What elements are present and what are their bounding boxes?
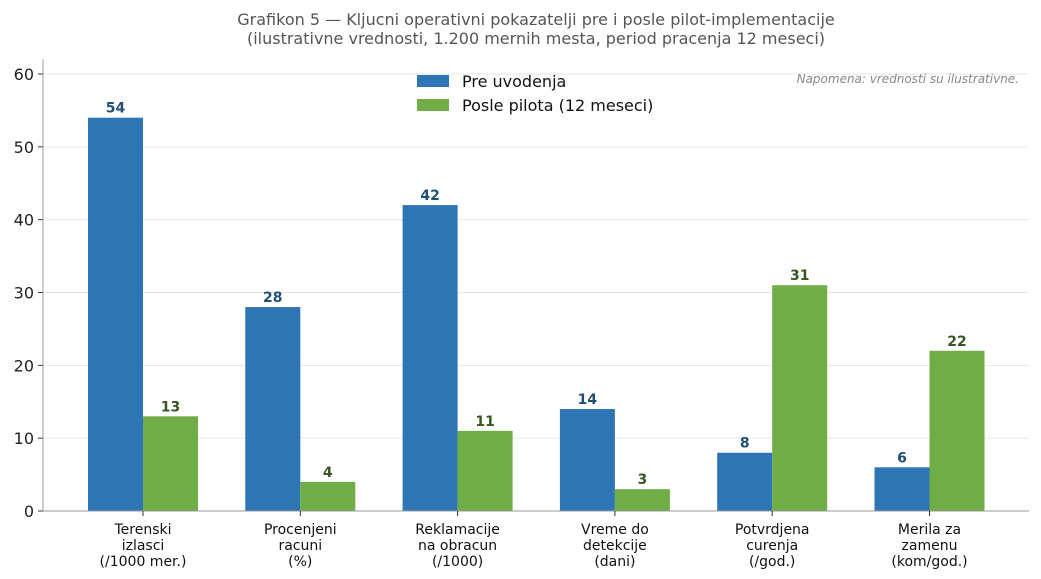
data-label: 13 xyxy=(161,399,180,415)
data-label: 31 xyxy=(790,268,809,284)
y-tick-label: 60 xyxy=(14,65,34,84)
legend-swatch xyxy=(417,75,449,87)
y-tick-label: 50 xyxy=(14,138,34,157)
legend: Pre uvodenja Posle pilota (12 meseci) xyxy=(417,72,653,115)
data-label: 54 xyxy=(106,101,126,117)
bar xyxy=(614,489,670,511)
bar xyxy=(457,430,513,511)
y-tick-label: 0 xyxy=(24,502,34,521)
bar xyxy=(717,452,773,511)
bar xyxy=(559,409,615,511)
y-tick-label: 20 xyxy=(14,356,34,375)
x-tick-label: zamenu xyxy=(902,538,958,554)
bar xyxy=(245,307,301,511)
data-label: 22 xyxy=(947,334,966,350)
x-tick-label: na obracun xyxy=(418,538,497,554)
x-tick-label: Procenjeni xyxy=(264,522,337,538)
legend-label: Posle pilota (12 meseci) xyxy=(462,96,653,115)
x-tick-label: (%) xyxy=(288,554,312,570)
bar xyxy=(772,285,828,511)
chart-annotation: Napomena: vrednosti su ilustrativne. xyxy=(797,72,1019,86)
y-tick-label: 30 xyxy=(14,284,34,303)
data-label: 42 xyxy=(420,188,439,204)
chart-subtitle: (ilustrativne vrednosti, 1.200 mernih me… xyxy=(247,29,825,48)
data-label: 14 xyxy=(578,392,598,408)
x-tick-label: Reklamacije xyxy=(415,522,500,538)
x-tick-label: Potvrdjena xyxy=(735,522,810,538)
data-label: 6 xyxy=(897,450,907,466)
chart-title: Grafikon 5 — Kljucni operativni pokazate… xyxy=(237,10,834,29)
x-tick-label: curenja xyxy=(746,538,798,554)
data-label: 4 xyxy=(323,465,333,481)
legend-swatch xyxy=(417,99,449,111)
x-tick-label: (kom/god.) xyxy=(891,554,967,570)
x-tick-label: Vreme do xyxy=(581,522,649,538)
bar xyxy=(929,350,985,511)
x-tick-label: racuni xyxy=(278,538,322,554)
x-tick-label: detekcije xyxy=(583,538,647,554)
bar xyxy=(143,416,198,511)
x-tick-label: izlasci xyxy=(122,538,165,554)
x-tick-label: (/god.) xyxy=(749,554,795,570)
y-tick-label: 40 xyxy=(14,211,34,230)
bar xyxy=(402,205,458,511)
data-label: 28 xyxy=(263,290,282,306)
bar xyxy=(874,467,930,511)
x-tick-label: (/1000) xyxy=(432,554,483,570)
y-tick-label: 10 xyxy=(14,429,34,448)
data-label: 3 xyxy=(638,472,648,488)
x-tick-label: (dani) xyxy=(594,554,635,570)
x-tick-label: Merila za xyxy=(898,522,961,538)
x-tick-label: (/1000 mer.) xyxy=(100,554,187,570)
legend-label: Pre uvodenja xyxy=(462,72,566,91)
bar xyxy=(300,481,356,511)
bar xyxy=(88,117,143,511)
data-label: 8 xyxy=(740,436,750,452)
data-label: 11 xyxy=(475,414,494,430)
x-tick-label: Terenski xyxy=(113,522,171,538)
